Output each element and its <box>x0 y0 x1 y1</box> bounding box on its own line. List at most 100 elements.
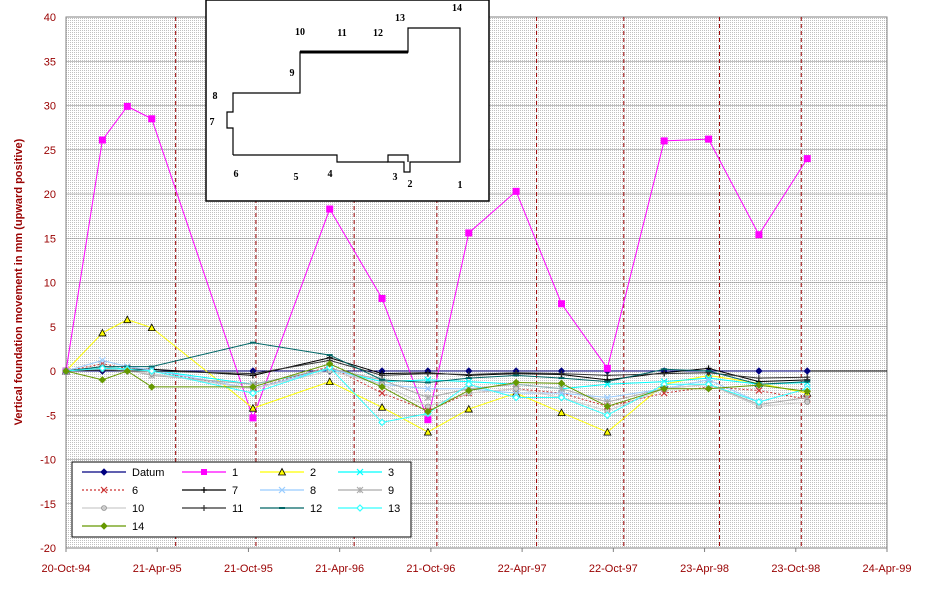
series-14 <box>62 360 811 416</box>
data-point <box>249 383 257 391</box>
data-point <box>513 385 519 392</box>
data-point <box>465 229 473 237</box>
inset-point-label: 7 <box>210 117 215 128</box>
inset-point-label: 14 <box>452 3 462 14</box>
building-outline-lower <box>233 154 388 163</box>
inset-point-label: 6 <box>234 169 239 180</box>
data-point <box>98 364 107 373</box>
legend-entry: 6 <box>82 485 138 497</box>
data-point <box>123 367 132 375</box>
data-point <box>755 375 762 382</box>
data-point <box>123 102 131 110</box>
legend-label: 8 <box>310 485 316 497</box>
data-point <box>100 486 108 494</box>
data-point <box>705 135 713 143</box>
data-point <box>147 323 156 332</box>
data-point <box>201 469 207 475</box>
data-point <box>424 416 432 424</box>
legend-entry: 10 <box>82 503 144 515</box>
data-point <box>557 300 565 308</box>
x-tick-label: 21-Apr-96 <box>315 563 364 575</box>
data-point <box>603 411 612 420</box>
y-tick-label: 40 <box>44 12 56 24</box>
data-point <box>325 360 334 368</box>
data-point <box>603 402 612 411</box>
legend-entry: 11 <box>182 503 243 515</box>
data-point <box>512 393 520 402</box>
y-tick-labels: -20 -15 -10 -5 0 5 10 15 20 25 30 35 40 <box>40 12 56 555</box>
legend-label: 6 <box>132 485 138 497</box>
x-tick-labels: 20-Oct-94 21-Apr-95 21-Oct-95 21-Apr-96 21-O… <box>42 548 912 575</box>
y-tick-label: 15 <box>44 233 56 245</box>
data-point <box>101 505 107 511</box>
legend-entry: 12 <box>260 503 322 515</box>
y-tick-label: 0 <box>50 366 56 378</box>
data-point <box>148 115 156 123</box>
data-point <box>248 403 258 412</box>
legend-entry: 3 <box>338 467 394 479</box>
y-tick-label: -20 <box>40 543 56 555</box>
data-point <box>704 384 713 393</box>
data-point <box>356 486 364 494</box>
data-point <box>98 328 107 337</box>
series-line <box>65 359 808 379</box>
data-point <box>465 386 473 395</box>
data-point <box>249 389 257 397</box>
x-tick-label: 21-Apr-95 <box>133 563 182 575</box>
inset-point-label: 11 <box>337 28 346 39</box>
data-point <box>378 389 386 397</box>
y-tick-label: 10 <box>44 278 56 290</box>
inset-point-label: 10 <box>295 27 305 38</box>
y-tick-label: 5 <box>50 322 56 334</box>
legend-label: 2 <box>310 467 316 479</box>
data-point <box>378 418 386 427</box>
data-point <box>424 394 432 401</box>
data-point <box>803 367 811 375</box>
data-point <box>603 427 612 436</box>
data-point <box>423 427 433 436</box>
legend-label: 1 <box>232 467 238 479</box>
series-line <box>65 366 808 423</box>
data-point <box>379 372 386 379</box>
data-point <box>803 155 811 163</box>
data-point <box>98 136 106 144</box>
data-point <box>464 404 473 413</box>
series-line <box>65 105 808 422</box>
legend-entry: 1 <box>182 467 238 479</box>
legend-entry: Datum <box>82 467 164 479</box>
x-tick-label: 23-Apr-98 <box>680 563 729 575</box>
series-group <box>61 102 812 436</box>
building-outline <box>226 27 461 173</box>
x-tick-label: 24-Apr-99 <box>863 563 912 575</box>
legend-entry: 8 <box>260 485 316 497</box>
data-point <box>62 367 70 375</box>
y-tick-label: -5 <box>46 410 56 422</box>
inset-point-label: 4 <box>328 169 333 180</box>
data-point <box>378 294 386 302</box>
data-point <box>326 205 334 213</box>
series-line <box>65 342 808 385</box>
data-point <box>98 376 107 384</box>
inset-point-label: 1 <box>458 180 463 191</box>
data-point <box>201 487 207 493</box>
data-point <box>201 505 207 511</box>
data-point <box>356 468 364 476</box>
data-point <box>356 504 364 512</box>
y-tick-label: 20 <box>44 189 56 201</box>
inset-frame <box>205 0 490 202</box>
y-tick-label: 35 <box>44 56 56 68</box>
data-point <box>378 383 386 391</box>
legend-box <box>71 461 412 538</box>
legend-entry: 9 <box>338 485 394 497</box>
legend-entry: 13 <box>338 503 400 515</box>
inset-point-label: 2 <box>408 179 413 190</box>
data-point <box>660 384 668 393</box>
data-point <box>557 379 566 388</box>
y-tick-label: 25 <box>44 145 56 157</box>
legend-label: 10 <box>132 503 144 515</box>
legend-label: 11 <box>232 503 243 515</box>
data-point <box>278 486 286 494</box>
